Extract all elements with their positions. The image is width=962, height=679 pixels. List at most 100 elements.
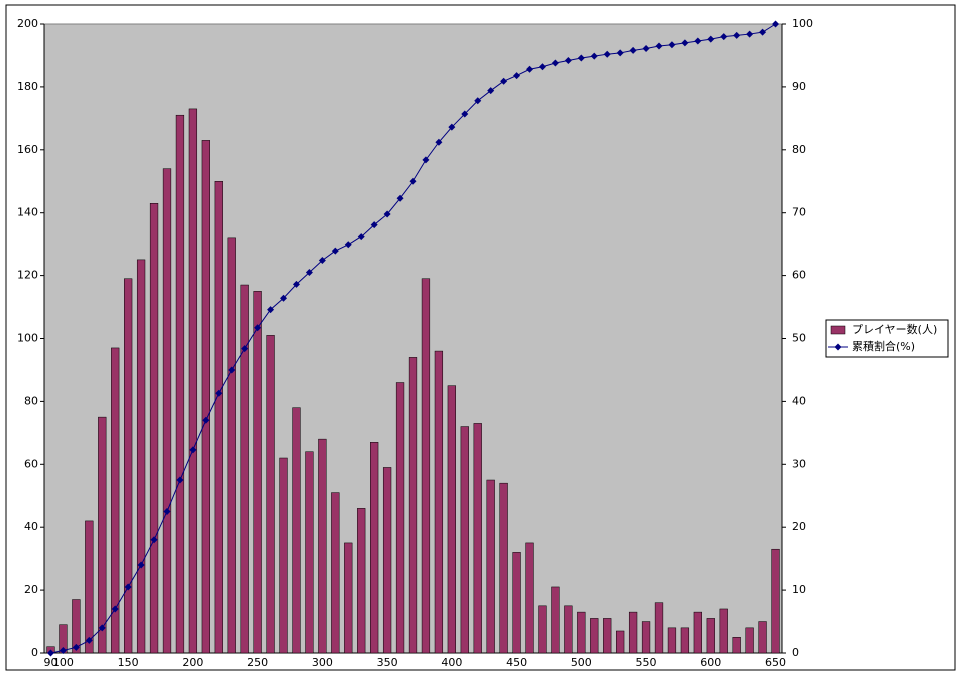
y-tick-label: 40 [24, 520, 38, 533]
line-marker [396, 194, 404, 202]
y2-tick-label: 30 [792, 457, 806, 470]
bar [706, 618, 715, 654]
line-marker [409, 177, 417, 185]
y2-tick-label: 20 [792, 520, 806, 533]
bar [266, 335, 275, 654]
x-tick-label: 550 [636, 656, 657, 669]
line-marker [254, 324, 262, 332]
y2-tick-label: 100 [792, 17, 813, 30]
bar [305, 451, 314, 654]
line-marker [292, 280, 300, 288]
bar [603, 618, 612, 654]
bar [162, 168, 172, 654]
x-tick-label: 350 [377, 656, 398, 669]
y-tick-label: 180 [17, 80, 38, 93]
bar [331, 492, 340, 654]
y-tick-label: 0 [31, 646, 38, 659]
y2-tick-label: 50 [792, 332, 806, 345]
bar [616, 630, 625, 654]
line-marker [215, 389, 223, 397]
bar [771, 548, 780, 654]
line-marker [305, 268, 313, 276]
bar [745, 627, 754, 654]
line-marker [616, 49, 624, 57]
bar [641, 621, 651, 654]
line-marker [150, 536, 158, 544]
y-tick-label: 100 [17, 332, 38, 345]
x-tick-label: 90 [43, 656, 57, 669]
line-marker [655, 42, 663, 50]
line-marker [163, 507, 171, 515]
x-tick-label: 150 [118, 656, 139, 669]
x-tick-label: 600 [700, 656, 721, 669]
line-marker [707, 35, 715, 43]
x-tick-label: 450 [506, 656, 527, 669]
line-marker [85, 636, 93, 644]
line-marker [357, 233, 365, 241]
bar [395, 382, 405, 654]
bar [382, 467, 392, 654]
line-marker [681, 39, 689, 47]
bar [693, 611, 702, 654]
bar [719, 608, 728, 654]
bar [512, 552, 521, 654]
y2-tick-label: 10 [792, 583, 806, 596]
line-marker [46, 649, 54, 657]
y-tick-label: 20 [24, 583, 38, 596]
line-marker [370, 221, 378, 229]
x-tick-label: 200 [182, 656, 203, 669]
line-marker [344, 241, 352, 249]
line-marker [241, 345, 249, 353]
bar [175, 114, 185, 654]
bar [628, 611, 638, 654]
line-marker [189, 446, 197, 454]
line-marker [694, 37, 702, 45]
line-marker [124, 583, 132, 591]
x-tick-label: 400 [441, 656, 462, 669]
line-marker [487, 87, 495, 95]
line-marker [383, 210, 391, 218]
legend-label: プレイヤー数(人) [852, 323, 937, 336]
bar [758, 621, 767, 654]
legend-label: 累積割合(%) [852, 339, 915, 353]
line-marker [513, 72, 521, 80]
line-marker [267, 306, 275, 314]
line-marker [280, 294, 288, 302]
line-marker [202, 416, 210, 424]
bar [590, 618, 599, 654]
bar [538, 605, 547, 654]
bar [357, 508, 366, 654]
line-marker [422, 156, 430, 164]
y-tick-label: 160 [17, 143, 38, 156]
bar [434, 350, 444, 654]
bar [447, 385, 456, 654]
bar [408, 357, 418, 654]
bar [227, 237, 236, 654]
x-tick-label: 250 [247, 656, 268, 669]
line-marker [733, 31, 741, 39]
line-marker [318, 257, 326, 265]
bar [732, 637, 741, 654]
line-marker [137, 561, 145, 569]
bar [214, 181, 223, 654]
bar [421, 278, 431, 654]
bar [486, 479, 495, 654]
bar [111, 347, 120, 654]
bar [188, 108, 198, 654]
bar [370, 442, 379, 654]
line-marker [720, 33, 728, 41]
bar [85, 520, 94, 654]
x-tick-label: 650 [765, 656, 786, 669]
line-marker [111, 605, 119, 613]
line-marker [435, 138, 443, 146]
bar [149, 203, 159, 654]
y-tick-label: 80 [24, 394, 38, 407]
line-marker [629, 46, 637, 54]
x-tick-label: 500 [571, 656, 592, 669]
bar [72, 599, 81, 654]
y2-tick-label: 80 [792, 143, 806, 156]
y2-tick-label: 90 [792, 80, 806, 93]
line-marker [668, 41, 676, 49]
bar [240, 284, 249, 654]
